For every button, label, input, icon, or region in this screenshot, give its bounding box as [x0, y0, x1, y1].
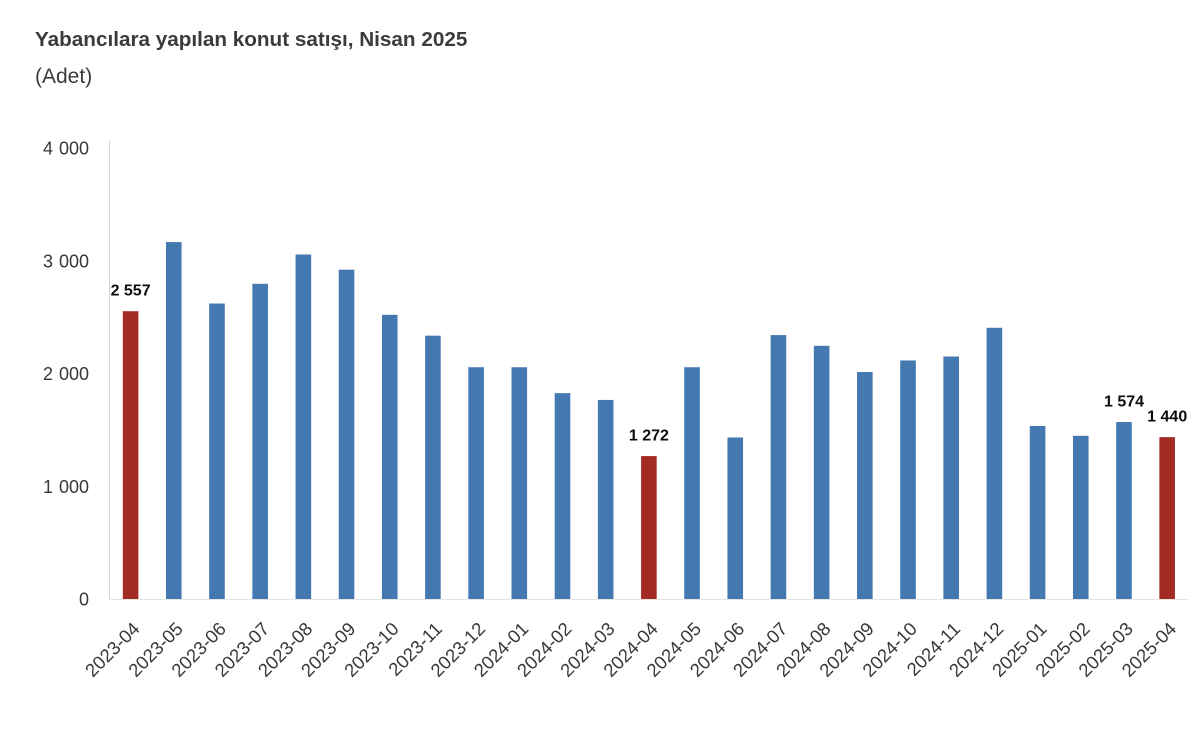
svg-text:(Adet): (Adet)	[35, 65, 92, 88]
svg-text:2 557: 2 557	[111, 283, 151, 300]
svg-text:1 000: 1 000	[43, 477, 89, 497]
svg-text:0: 0	[79, 590, 89, 610]
svg-text:Yabancılara yapılan konut satı: Yabancılara yapılan konut satışı, Nisan …	[35, 28, 467, 51]
svg-text:1 272: 1 272	[629, 428, 669, 445]
svg-text:1 440: 1 440	[1147, 409, 1187, 426]
svg-text:4 000: 4 000	[43, 139, 89, 159]
svg-text:2 000: 2 000	[43, 364, 89, 384]
svg-text:1 574: 1 574	[1104, 394, 1144, 411]
svg-text:3 000: 3 000	[43, 251, 89, 271]
